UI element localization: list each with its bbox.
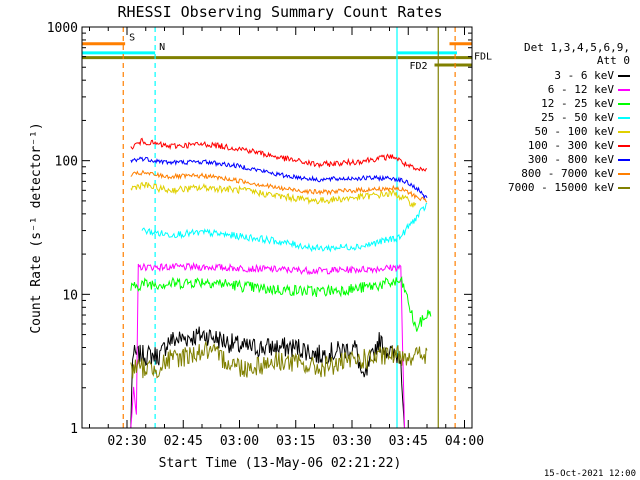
y-tick-label: 1000: [47, 21, 78, 36]
legend-entry-100-300-kev: 100 - 300 keV: [528, 139, 630, 152]
y-axis-label: Count Rate (s⁻¹ detector⁻¹): [29, 122, 44, 333]
legend-label: 300 - 800 keV: [527, 153, 614, 166]
legend-label: 100 - 300 keV: [527, 139, 614, 152]
legend-entry-6-12-kev: 6 - 12 keV: [548, 83, 630, 96]
legend-entry-12-25-kev: 12 - 25 keV: [541, 97, 630, 110]
y-tick-label: 10: [62, 288, 78, 303]
x-tick-label: 03:00: [220, 434, 259, 449]
legend-header: Att 0: [596, 54, 630, 67]
flag-label-fd2: FD2: [410, 61, 428, 72]
series-line-6-12-kev: [130, 261, 405, 429]
legend-label: 800 - 7000 keV: [521, 167, 614, 180]
legend-swatch: [618, 159, 630, 161]
series-layer: [130, 137, 432, 429]
series-line-300-800-kev: [130, 156, 428, 200]
flag-layer: S N FDL FD2: [82, 33, 492, 72]
legend-swatch: [618, 145, 630, 147]
legend-swatch: [618, 75, 630, 77]
legend-swatch: [618, 187, 630, 189]
legend-swatch: [618, 103, 630, 105]
flag-label-s: S: [129, 33, 135, 44]
legend-swatch: [618, 131, 630, 133]
series-line-800-7000-kev: [130, 169, 428, 203]
legend-label: 3 - 6 keV: [554, 69, 614, 82]
series-line-3-6-kev: [130, 326, 405, 429]
series-line-100-300-kev: [130, 137, 428, 172]
x-tick-label: 02:45: [164, 434, 203, 449]
legend-label: 7000 - 15000 keV: [508, 181, 614, 194]
legend-label: 12 - 25 keV: [541, 97, 614, 110]
legend-header: Det 1,3,4,5,6,9,: [524, 41, 630, 54]
legend-entry-25-50-kev: 25 - 50 keV: [541, 111, 630, 124]
legend-label: 25 - 50 keV: [541, 111, 614, 124]
flag-label-n: N: [159, 42, 165, 53]
legend-entry-800-7000-kev: 800 - 7000 keV: [521, 167, 630, 180]
legend-label: 6 - 12 keV: [547, 83, 614, 96]
x-tick-label: 03:30: [332, 434, 371, 449]
legend-entry-3-6-kev: 3 - 6 keV: [554, 69, 630, 82]
series-line-25-50-kev: [141, 202, 428, 253]
legend-swatch: [618, 89, 630, 91]
legend-swatch: [618, 117, 630, 119]
legend-entry-300-800-kev: 300 - 800 keV: [528, 153, 630, 166]
y-tick-label: 100: [55, 155, 78, 170]
footer-date: 15-Oct-2021 12:00: [544, 469, 636, 479]
x-tick-label: 03:45: [389, 434, 428, 449]
x-axis-label: Start Time (13-May-06 02:21:22): [159, 456, 402, 471]
legend-label: 50 - 100 keV: [534, 125, 614, 138]
flag-label-fdl: FDL: [474, 52, 492, 63]
legend-entry-7000-15000-kev: 7000 - 15000 keV: [508, 181, 630, 194]
x-tick-label: 04:00: [445, 434, 484, 449]
series-line-12-25-kev: [130, 276, 432, 332]
x-tick-label: 03:15: [276, 434, 315, 449]
series-line-7000-15000-kev: [130, 341, 428, 379]
legend-swatch: [618, 173, 630, 175]
series-line-50-100-kev: [130, 181, 417, 208]
x-tick-label: 02:30: [107, 434, 146, 449]
legend-entry-50-100-kev: 50 - 100 keV: [535, 125, 630, 138]
y-tick-label: 1: [70, 422, 78, 437]
chart-title: RHESSI Observing Summary Count Rates: [117, 3, 442, 21]
axis-ticks: 1 10 100 1000 02:30 02:45 03:00 03:15 03:30 03:45…: [47, 21, 484, 449]
